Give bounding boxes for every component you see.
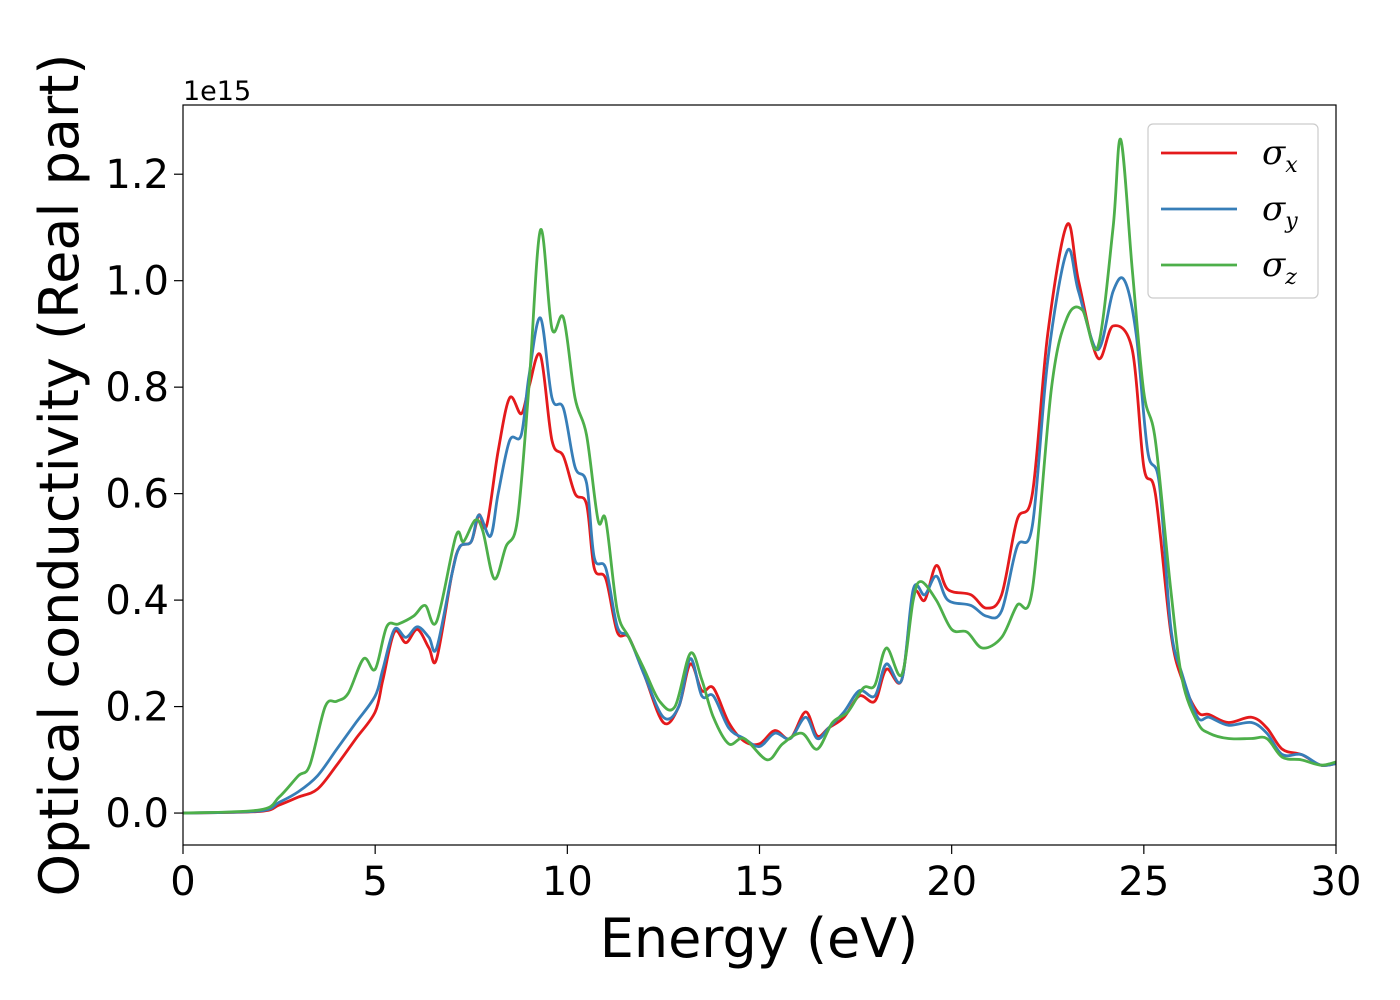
- y-tick-label: 0.6: [105, 472, 169, 518]
- series-line-sigma-y: [182, 247, 1337, 815]
- x-tick-label: 5: [362, 859, 387, 905]
- x-tick-label: 20: [926, 859, 977, 905]
- x-tick-label: 25: [1118, 859, 1169, 905]
- x-tick-label: 30: [1311, 859, 1362, 905]
- y-tick-label: 1.0: [105, 259, 169, 305]
- y-axis-ticks: 0.0 0.2 0.4 0.6 0.8 1.0 1.2: [105, 152, 183, 837]
- series-line-sigma-z: [182, 137, 1337, 815]
- legend-label-sigma-z: σz: [1262, 245, 1297, 290]
- y-tick-label: 0.8: [105, 365, 169, 411]
- x-axis-ticks: 0 5 10 15 20 25 30: [170, 845, 1361, 905]
- y-axis-label: Optical conductivity (Real part): [28, 54, 91, 897]
- x-tick-label: 0: [170, 859, 195, 905]
- y-tick-label: 0.0: [105, 791, 169, 837]
- y-offset-label: 1e15: [183, 76, 251, 107]
- series-lines: [182, 137, 1337, 815]
- x-tick-label: 15: [734, 859, 785, 905]
- y-tick-label: 0.4: [105, 578, 169, 624]
- x-axis-label: Energy (eV): [600, 907, 919, 970]
- legend-box: [1147, 123, 1319, 299]
- legend-label-sigma-x: σx: [1262, 133, 1298, 178]
- x-tick-label: 10: [542, 859, 593, 905]
- legend-label-sigma-y: σy: [1262, 189, 1298, 234]
- y-tick-label: 1.2: [105, 152, 169, 198]
- y-tick-label: 0.2: [105, 685, 169, 731]
- series-line-sigma-x: [182, 222, 1337, 815]
- legend: σx σy σz: [1147, 123, 1319, 299]
